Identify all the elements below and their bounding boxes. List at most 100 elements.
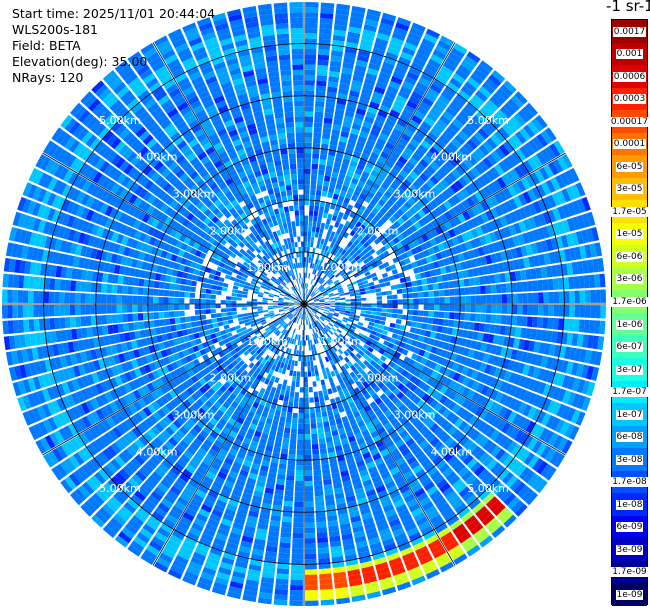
range-gate	[531, 186, 542, 200]
range-gate	[501, 421, 511, 434]
range-gate	[206, 283, 213, 289]
range-gate	[380, 355, 387, 362]
range-gate	[382, 304, 388, 309]
range-gate	[416, 322, 423, 329]
range-gate	[462, 210, 471, 221]
range-gate	[426, 277, 433, 284]
range-gate	[494, 147, 506, 160]
range-gate	[350, 343, 357, 350]
range-gate	[365, 161, 375, 170]
range-gate	[456, 406, 466, 417]
range-gate	[594, 351, 603, 366]
range-gate	[344, 209, 351, 216]
range-gate	[544, 146, 556, 160]
range-gate	[525, 420, 536, 434]
range-gate	[548, 304, 554, 317]
range-gate	[349, 311, 356, 315]
range-gate	[346, 270, 352, 276]
range-gate	[456, 364, 465, 374]
range-gate	[314, 288, 319, 293]
range-gate	[324, 489, 334, 496]
range-gate	[356, 228, 363, 235]
range-gate	[566, 407, 576, 422]
range-gate	[370, 52, 384, 62]
range-gate	[317, 537, 329, 544]
range-gate	[184, 304, 190, 310]
range-gate	[495, 284, 502, 294]
range-gate	[342, 336, 349, 343]
range-gate	[486, 137, 498, 150]
range-gate	[356, 301, 362, 304]
range-gate	[320, 7, 334, 14]
range-gate	[503, 80, 517, 94]
ray	[304, 304, 600, 382]
range-gate	[286, 364, 291, 371]
range-gate	[59, 292, 65, 304]
ray	[304, 304, 557, 481]
nrays-label: NRays: 120	[12, 70, 84, 85]
range-gate	[147, 296, 154, 304]
range-gate	[375, 288, 382, 293]
range-gate	[432, 49, 447, 60]
range-gate	[304, 220, 309, 226]
range-gate	[454, 244, 463, 254]
range-gate	[388, 41, 402, 51]
range-gate	[437, 405, 447, 415]
range-gate	[380, 246, 387, 253]
range-gate	[342, 317, 349, 321]
range-gate	[330, 176, 338, 184]
range-gate	[169, 283, 176, 290]
range-gate	[360, 125, 371, 134]
range-gate	[296, 444, 304, 450]
range-gate	[404, 104, 416, 115]
range-gate	[466, 138, 478, 151]
range-gate	[332, 166, 340, 174]
range-gate	[251, 304, 258, 307]
range-gate	[556, 331, 563, 344]
range-gate	[343, 327, 349, 333]
range-gate	[417, 47, 431, 58]
range-gate	[321, 314, 327, 319]
range-gate	[396, 118, 408, 128]
range-gate	[519, 449, 531, 463]
range-gate	[306, 257, 309, 263]
range-gate	[450, 335, 457, 344]
range-gate	[434, 235, 442, 245]
range-gate	[272, 305, 279, 308]
ray	[304, 3, 351, 299]
range-gate	[386, 308, 393, 313]
range-gate	[262, 309, 269, 313]
range-gate	[494, 130, 506, 143]
range-gate	[509, 326, 517, 337]
range-gate	[522, 364, 531, 376]
range-gate	[337, 234, 343, 241]
range-gate	[424, 240, 433, 249]
range-gate	[295, 381, 300, 388]
range-gate	[463, 81, 477, 93]
range-gate	[331, 285, 337, 290]
range-gate	[28, 290, 34, 303]
range-gate	[308, 215, 313, 222]
range-gate	[522, 293, 528, 304]
range-gate	[425, 255, 433, 264]
range-gate	[331, 327, 337, 332]
range-gate	[309, 302, 315, 304]
range-gate	[470, 194, 480, 205]
range-gate	[460, 261, 467, 270]
range-gate	[328, 266, 334, 272]
range-gate	[364, 196, 372, 204]
range-gate	[297, 439, 304, 445]
range-gate	[371, 124, 382, 133]
range-gate	[561, 219, 571, 233]
range-gate	[314, 106, 324, 113]
range-gate	[232, 314, 238, 319]
range-gate	[320, 222, 326, 229]
range-gate	[284, 390, 290, 397]
range-gate	[320, 2, 335, 9]
range-gate	[387, 207, 396, 216]
range-gate	[429, 361, 437, 370]
range-gate	[38, 305, 44, 317]
range-gate	[492, 416, 502, 429]
range-gate	[448, 102, 461, 114]
range-gate	[220, 299, 226, 304]
